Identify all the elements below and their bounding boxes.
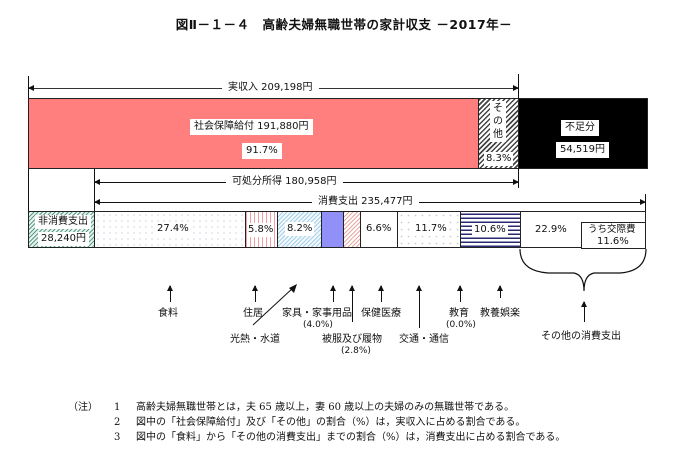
non-consumption-label: 非消費支出	[35, 215, 91, 229]
other-income-pct: 8.3%	[484, 152, 514, 166]
footnote-3: 3 図中の「食料」から「その他の消費支出」までの割合（%）は，消費支出に占める割…	[114, 432, 566, 443]
non-consumption-value: 28,240円	[38, 232, 89, 246]
food-callout: 食料	[158, 308, 178, 319]
housing-arrow	[252, 285, 258, 302]
other-consumption-pct: 22.9%	[533, 223, 569, 237]
social-security-label: 社会保障給付 191,880円	[190, 119, 313, 135]
clothing-pct-callout: (2.8%)	[341, 346, 371, 356]
clothing-arrow	[349, 285, 355, 322]
footnote-1: （注） 1 高齢夫婦無職世帯とは，夫 65 歳以上，妻 60 歳以上の夫婦のみの…	[68, 402, 515, 413]
notes-head: （注）	[68, 402, 98, 413]
housing-pct: 5.8%	[247, 223, 275, 237]
social-security-pct: 91.7%	[242, 143, 282, 159]
recreation-callout: 教養娯楽	[480, 308, 520, 319]
clothing-segment	[343, 211, 361, 248]
furniture-pct-callout: (4.0%)	[303, 320, 333, 330]
figure-title: 図Ⅱ－１－４ 高齢夫婦無職世帯の家計収支 －2017年－	[175, 17, 513, 32]
disposable-income-label: 可処分所得 180,958円	[226, 175, 343, 189]
education-arrow	[457, 285, 463, 302]
real-income-label: 実収入 209,198円	[222, 81, 319, 95]
food-pct: 27.4%	[155, 222, 191, 236]
furniture-callout: 家具・家事用品	[282, 308, 352, 319]
consumption-label: 消費支出 235,477円	[312, 195, 419, 209]
disposable-right-tick	[518, 168, 519, 188]
shortfall-label: 不足分	[561, 120, 599, 136]
other-income-label: そ の 他	[490, 101, 506, 142]
recreation-arrow	[497, 285, 503, 298]
shortfall-value: 54,519円	[556, 142, 609, 158]
transport-pct: 11.7%	[413, 222, 449, 236]
other-consumption-arrow	[581, 301, 587, 322]
education-callout: 教育	[449, 308, 469, 319]
clothing-callout: 被服及び履物	[322, 334, 382, 345]
health-callout: 保健医療	[361, 308, 401, 319]
transport-callout: 交通・通信	[399, 334, 449, 345]
food-arrow	[167, 285, 173, 302]
utilities-arrow	[252, 284, 297, 326]
health-arrow	[378, 285, 384, 302]
disposable-boundary-line	[94, 168, 95, 248]
transport-arrow	[416, 285, 422, 328]
furniture-segment	[321, 211, 344, 248]
footnote-2: 2 図中の「社会保障給付」及び「その他」の割合（%）は，実収入に占める割合である…	[114, 417, 526, 428]
recreation-pct: 10.6%	[472, 223, 508, 237]
health-pct: 6.6%	[364, 222, 394, 236]
utilities-callout: 光熱・水道	[230, 334, 280, 345]
footnotes: （注） 1 高齢夫婦無職世帯とは，夫 65 歳以上，妻 60 歳以上の夫婦のみの…	[68, 400, 565, 445]
other-consumption-brace	[519, 248, 647, 292]
other-consumption-callout: その他の消費支出	[541, 331, 621, 342]
utilities-pct: 8.2%	[285, 222, 315, 236]
furniture-arrow	[330, 285, 336, 302]
social-expenses-box	[581, 222, 646, 249]
social-expenses-pct: 11.6%	[597, 236, 629, 247]
housing-callout: 住居	[243, 308, 263, 319]
social-expenses-label: うち交際費	[588, 224, 636, 235]
education-pct-callout: (0.0%)	[446, 320, 476, 330]
